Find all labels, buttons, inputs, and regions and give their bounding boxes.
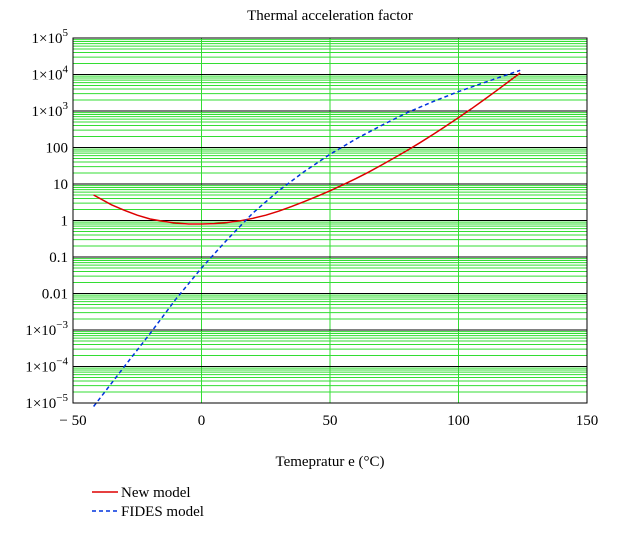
y-tick-label: 0.1	[49, 250, 68, 266]
plot-frame	[72, 37, 588, 404]
x-tick-label: 50	[323, 413, 338, 429]
y-tick-label: 1	[61, 214, 69, 230]
series-line-2	[93, 69, 521, 407]
x-axis-label: Temepratur e (°C)	[275, 454, 384, 470]
x-tick-label: 0	[198, 413, 206, 429]
y-tick-label: 0.01	[42, 287, 68, 303]
x-tick-label: 150	[576, 413, 599, 429]
y-tick-label: 10	[53, 177, 68, 193]
y-tick-label: 1×10−4	[25, 356, 68, 376]
legend: New model FIDES model	[92, 485, 204, 520]
grid	[72, 37, 588, 404]
legend-label-1: New model	[121, 485, 191, 501]
x-tick-labels: − 50 0 50 100 150	[59, 413, 598, 429]
y-tick-label: 1×103	[32, 100, 69, 120]
y-tick-label: 100	[46, 141, 69, 157]
y-tick-labels: 1×105 1×104 1×103 100 10 1 0.1 0.01 1×10−3 1×10−4…	[25, 27, 68, 412]
legend-label-2: FIDES model	[121, 504, 204, 520]
y-tick-label: 1×104	[32, 64, 69, 84]
series-line-1	[93, 72, 521, 225]
y-tick-label: 1×10−5	[25, 392, 68, 412]
x-tick-label: 100	[447, 413, 470, 429]
chart-title: Thermal acceleration factor	[247, 8, 413, 24]
series-lines	[93, 69, 521, 407]
y-tick-label: 1×105	[32, 27, 69, 47]
y-tick-label: 1×10−3	[25, 319, 68, 339]
x-tick-label: − 50	[59, 413, 86, 429]
